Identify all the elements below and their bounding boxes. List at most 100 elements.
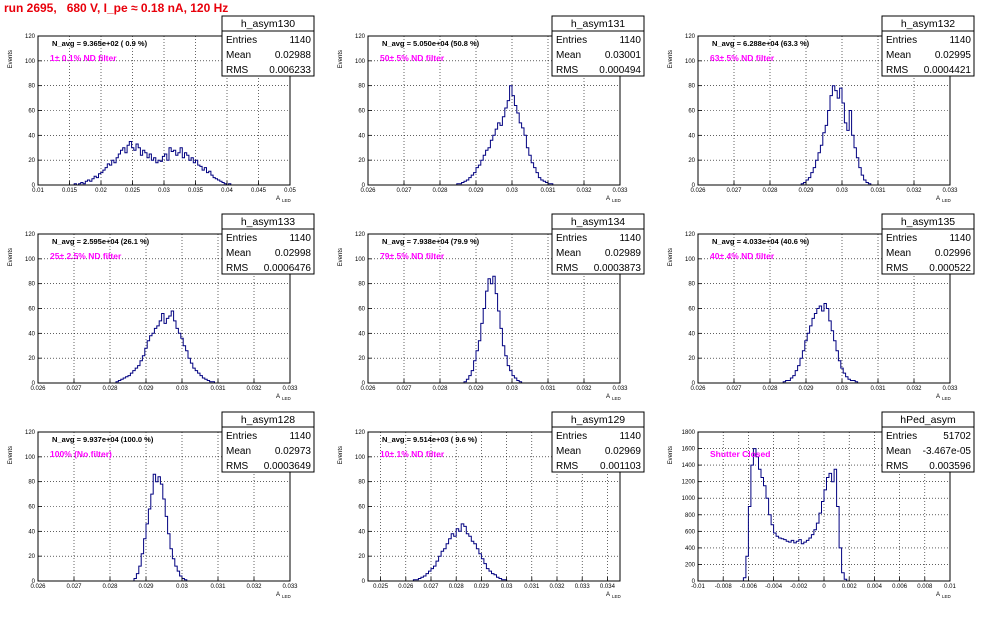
stats-value: 1140 bbox=[289, 431, 311, 442]
stats-box bbox=[551, 15, 645, 77]
histogram-series bbox=[113, 310, 217, 384]
y-tick-label: 80 bbox=[688, 282, 695, 288]
y-tick-label: 40 bbox=[688, 331, 695, 337]
y-tick-label: 100 bbox=[355, 59, 366, 65]
histogram-series bbox=[740, 448, 850, 582]
x-tick-label: 0.033 bbox=[942, 188, 958, 194]
y-tick-label: 20 bbox=[358, 158, 365, 164]
y-tick-label: 20 bbox=[688, 158, 695, 164]
y-tick-label: 60 bbox=[358, 307, 365, 313]
y-tick-label: 600 bbox=[685, 529, 696, 535]
stats-value: 0.02988 bbox=[275, 50, 312, 61]
y-tick-label: 100 bbox=[685, 257, 696, 263]
x-tick-label: 0.032 bbox=[246, 584, 262, 590]
y-tick-label: 120 bbox=[355, 232, 366, 238]
stats-value: 1140 bbox=[949, 233, 971, 244]
x-axis-label: A bbox=[276, 592, 280, 598]
stats-value: 0.001103 bbox=[600, 461, 641, 472]
filter-label: 1± 0.1% ND filter bbox=[50, 53, 117, 63]
x-tick-label: 0.029 bbox=[798, 188, 814, 194]
stats-value: 0.006233 bbox=[269, 65, 311, 76]
stats-value: 1140 bbox=[619, 431, 641, 442]
x-tick-label: 0.035 bbox=[188, 188, 204, 194]
x-tick-label: 0.027 bbox=[396, 188, 412, 194]
x-tick-label: 0.029 bbox=[468, 386, 484, 392]
x-tick-label: 0.026 bbox=[360, 188, 376, 194]
x-axis-label-sub: LED bbox=[942, 198, 952, 203]
y-tick-label: 1400 bbox=[682, 463, 696, 469]
y-axis-label: Events bbox=[338, 50, 344, 68]
stats-value: 0.03001 bbox=[605, 50, 642, 61]
stats-label: Entries bbox=[226, 233, 257, 244]
stats-value: 0.02969 bbox=[605, 446, 642, 457]
histogram-series bbox=[454, 85, 556, 186]
y-axis-label: Events bbox=[8, 248, 14, 266]
x-tick-label: 0.028 bbox=[432, 188, 448, 194]
stats-label: Entries bbox=[556, 233, 587, 244]
stats-label: RMS bbox=[886, 65, 909, 76]
stats-box bbox=[881, 15, 975, 77]
y-axis-label: Events bbox=[668, 50, 674, 68]
filter-label: 40± 4% ND filter bbox=[710, 251, 775, 261]
stats-value: -3.467e-05 bbox=[923, 446, 972, 457]
y-tick-label: 40 bbox=[28, 529, 35, 535]
y-tick-label: 0 bbox=[692, 381, 696, 387]
x-axis-label: A bbox=[936, 196, 940, 202]
stats-value: 0.02998 bbox=[275, 248, 312, 259]
filter-label: 100% (No filter) bbox=[50, 449, 112, 459]
x-tick-label: 0.026 bbox=[360, 386, 376, 392]
x-tick-label: 0.026 bbox=[690, 188, 706, 194]
navg-label: N_avg = 5.050e+04 (50.8 %) bbox=[382, 39, 480, 48]
x-tick-label: 0.03 bbox=[836, 386, 848, 392]
x-tick-label: 0.028 bbox=[449, 584, 465, 590]
x-tick-label: 0.03 bbox=[176, 584, 188, 590]
x-tick-label: 0.008 bbox=[917, 584, 933, 590]
stats-value: 1140 bbox=[289, 35, 311, 46]
y-tick-label: 60 bbox=[28, 307, 35, 313]
x-tick-label: 0.032 bbox=[906, 188, 922, 194]
stats-label: RMS bbox=[886, 263, 909, 274]
x-axis-label-sub: LED bbox=[612, 396, 622, 401]
stats-box bbox=[551, 411, 645, 473]
x-axis-label-sub: LED bbox=[612, 594, 622, 599]
stats-label: Entries bbox=[226, 431, 257, 442]
stats-label: RMS bbox=[556, 263, 579, 274]
stats-title: h_asym131 bbox=[571, 18, 625, 30]
stats-box bbox=[881, 213, 975, 275]
y-tick-label: 80 bbox=[28, 84, 35, 90]
stats-box bbox=[221, 213, 315, 275]
x-tick-label: -0.004 bbox=[765, 584, 783, 590]
stats-value: 1140 bbox=[949, 35, 971, 46]
x-tick-label: 0.028 bbox=[102, 386, 118, 392]
y-tick-label: 100 bbox=[355, 455, 366, 461]
y-axis-label: Events bbox=[338, 248, 344, 266]
filter-label: 10± 1% ND filter bbox=[380, 449, 445, 459]
y-tick-label: 120 bbox=[25, 232, 36, 238]
stats-label: RMS bbox=[886, 461, 909, 472]
x-tick-label: -0.006 bbox=[740, 584, 758, 590]
stats-label: Entries bbox=[556, 431, 587, 442]
y-tick-label: 120 bbox=[685, 232, 696, 238]
y-tick-label: 120 bbox=[355, 34, 366, 40]
panel-h_asym129: 0.025 0.026 0.027 0.028 0.029 0.03 0.031 0.032 0… bbox=[338, 411, 645, 599]
y-tick-label: 100 bbox=[685, 59, 696, 65]
y-tick-label: 400 bbox=[685, 546, 696, 552]
stats-title: h_asym128 bbox=[241, 414, 295, 426]
stats-title: h_asym129 bbox=[571, 414, 625, 426]
stats-label: Mean bbox=[226, 446, 251, 457]
x-axis-label-sub: LED bbox=[612, 198, 622, 203]
x-tick-label: 0.026 bbox=[690, 386, 706, 392]
y-tick-label: 120 bbox=[685, 34, 696, 40]
stats-title: h_asym133 bbox=[241, 216, 295, 228]
x-tick-label: 0.045 bbox=[251, 188, 267, 194]
stats-box bbox=[881, 411, 975, 473]
stats-label: RMS bbox=[226, 461, 249, 472]
y-tick-label: 40 bbox=[358, 529, 365, 535]
y-tick-label: 0 bbox=[32, 381, 36, 387]
stats-value: 0.000494 bbox=[599, 65, 641, 76]
y-tick-label: 1800 bbox=[682, 430, 696, 436]
filter-label: 79± 5% ND filter bbox=[380, 251, 445, 261]
y-tick-label: 0 bbox=[32, 579, 36, 585]
x-tick-label: 0.006 bbox=[892, 584, 908, 590]
x-tick-label: 0.03 bbox=[501, 584, 513, 590]
